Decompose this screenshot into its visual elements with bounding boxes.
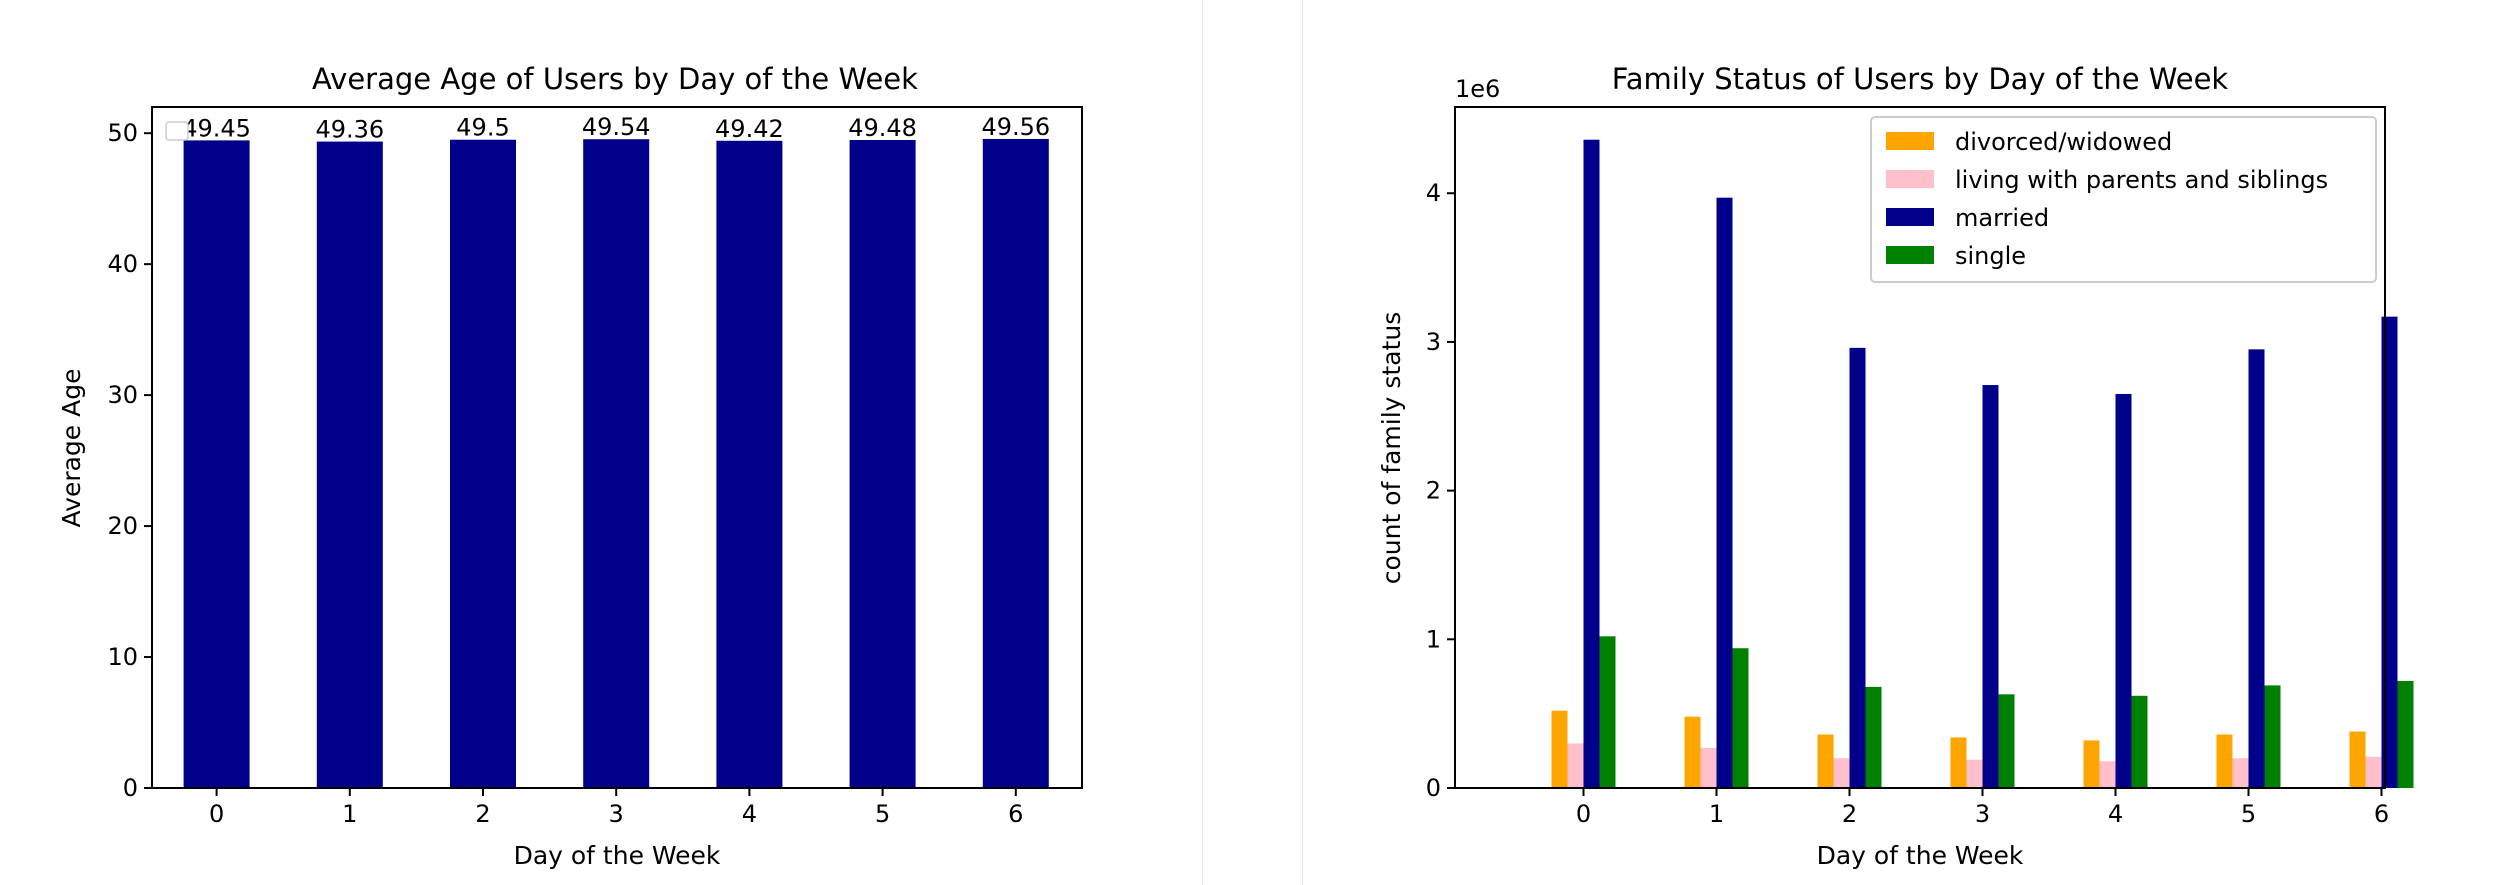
chart1-title: Average Age of Users by Day of the Week — [312, 62, 918, 96]
chart1-y-tick-label: 30 — [107, 381, 138, 409]
chart1-x-tick-label: 1 — [342, 800, 357, 828]
chart2-y-tick-label: 2 — [1426, 477, 1441, 505]
chart2-bar — [1551, 710, 1568, 788]
chart2-bar — [2397, 680, 2414, 788]
chart1-value-label: 49.45 — [182, 114, 251, 142]
chart1-bar — [849, 140, 916, 788]
chart2-legend-items: divorced/widowed living with parents and … — [1886, 128, 2328, 270]
chart1-y-tick-label: 50 — [107, 119, 138, 147]
chart2-legend-label: single — [1955, 242, 2026, 270]
chart2-x-tick-label: 2 — [1842, 800, 1857, 828]
chart1-x-axis: 0 1 2 3 4 5 6 — [209, 788, 1023, 828]
chart1-bar — [316, 141, 383, 788]
chart2-offset-label: 1e6 — [1455, 75, 1500, 103]
chart2-y-axis-label: count of family status — [1377, 312, 1406, 584]
chart1-x-tick-label: 2 — [475, 800, 490, 828]
chart2-bar — [1865, 686, 1882, 788]
chart2-bar — [1567, 743, 1584, 788]
chart1-y-tick-label: 0 — [123, 774, 138, 802]
chart2-legend-swatch — [1886, 132, 1934, 150]
chart2-x-tick-label: 6 — [2374, 800, 2389, 828]
chart1-x-tick-label: 3 — [609, 800, 624, 828]
chart2-bar — [2365, 756, 2382, 788]
chart2-legend-swatch — [1886, 246, 1934, 264]
chart2-bar — [1817, 734, 1834, 788]
chart2-bar — [2216, 734, 2233, 788]
chart2-bar — [1849, 347, 1866, 788]
chart2-bar — [1684, 716, 1701, 788]
chart1-value-label: 49.42 — [715, 115, 784, 143]
chart2-y-tick-label: 1 — [1426, 625, 1441, 653]
chart2-x-axis-label: Day of the Week — [1817, 841, 2024, 870]
chart1-y-axis-label: Average Age — [57, 369, 86, 528]
chart1-y-axis: 0 10 20 30 40 50 — [107, 119, 152, 802]
chart2-x-tick-label: 3 — [1975, 800, 1990, 828]
chart1-y-tick-label: 10 — [107, 643, 138, 671]
chart2-legend-swatch — [1886, 170, 1934, 188]
chart2-bar — [2264, 685, 2281, 788]
chart2-bar — [1583, 139, 1600, 788]
chart2-bar — [1700, 747, 1717, 788]
chart2-bar — [2381, 316, 2398, 788]
chart2-bar — [2349, 731, 2366, 788]
chart2-bar — [2083, 740, 2100, 788]
chart1-value-labels: 49.45 49.36 49.5 49.54 49.42 49.48 49.56 — [182, 113, 1050, 144]
chart2-legend-label: married — [1955, 204, 2049, 232]
chart2-title: Family Status of Users by Day of the Wee… — [1612, 62, 2229, 96]
chart2-legend-label: living with parents and siblings — [1955, 166, 2328, 194]
chart1-y-tick-label: 20 — [107, 512, 138, 540]
chart2-bar — [2099, 761, 2116, 788]
chart2-x-tick-label: 5 — [2241, 800, 2256, 828]
chart1-value-label: 49.5 — [456, 114, 509, 142]
chart1-bar — [583, 139, 650, 788]
chart2-legend: divorced/widowed living with parents and … — [1870, 116, 2377, 283]
chart1-bar — [450, 139, 516, 789]
chart2-x-tick-label: 4 — [2108, 800, 2123, 828]
chart1-bars — [183, 138, 1049, 789]
chart1-x-axis-label: Day of the Week — [514, 841, 721, 870]
chart2-x-tick-label: 0 — [1576, 800, 1591, 828]
chart2-plot-frame — [1454, 106, 2386, 789]
chart1-bar — [982, 138, 1049, 789]
chart1-value-label: 49.54 — [582, 113, 651, 141]
chart1-x-tick-label: 5 — [875, 800, 890, 828]
chart1-value-label: 49.36 — [315, 116, 384, 144]
chart2-y-tick-label: 4 — [1426, 179, 1441, 207]
chart2-legend-swatch — [1886, 208, 1934, 226]
chart2-y-tick-label: 0 — [1426, 774, 1441, 802]
chart2-bar — [1732, 648, 1749, 788]
chart2-bar — [2248, 349, 2265, 788]
chart2-legend-frame — [1870, 116, 2377, 283]
chart2-bar — [1950, 737, 1967, 788]
chart1-x-tick-label: 6 — [1008, 800, 1023, 828]
chart2-bar — [2131, 695, 2148, 788]
panel-divider-left — [1202, 0, 1203, 885]
chart2-bar — [1716, 197, 1733, 788]
chart2-bar — [1998, 694, 2015, 788]
chart1-empty-legend — [165, 121, 189, 141]
chart2-bar — [1599, 636, 1616, 788]
chart1-y-tick-label: 40 — [107, 250, 138, 278]
chart2-bar — [1966, 759, 1983, 788]
panel-divider-right — [1302, 0, 1303, 885]
family-status-chart: Family Status of Users by Day of the Wee… — [1377, 62, 2414, 870]
chart1-bar — [183, 140, 250, 788]
chart2-y-axis: 0 1 2 3 4 — [1426, 179, 1455, 802]
chart2-bar — [2115, 393, 2132, 788]
chart2-bar — [1982, 385, 1999, 788]
chart2-bar — [1833, 758, 1850, 788]
chart1-bar — [716, 140, 783, 788]
chart2-bar — [2232, 758, 2249, 788]
average-age-chart: Average Age of Users by Day of the Week … — [57, 62, 1083, 870]
chart1-x-tick-label: 4 — [742, 800, 757, 828]
chart2-y-tick-label: 3 — [1426, 328, 1441, 356]
chart2-legend-label: divorced/widowed — [1955, 128, 2172, 156]
chart2-x-tick-label: 1 — [1709, 800, 1724, 828]
chart1-value-label: 49.48 — [848, 114, 917, 142]
chart2-x-axis: 0 1 2 3 4 5 6 — [1576, 788, 2389, 828]
chart1-value-label: 49.56 — [981, 113, 1050, 141]
chart1-x-tick-label: 0 — [209, 800, 224, 828]
